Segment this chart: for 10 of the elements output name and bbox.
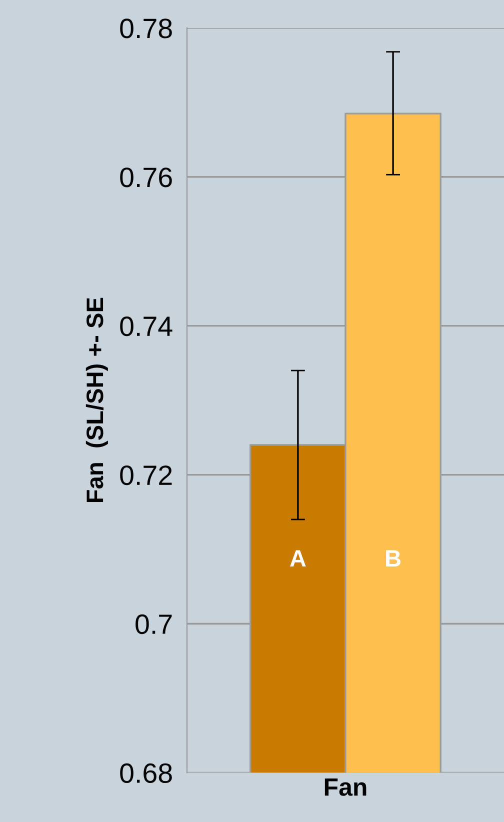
x-tick-label: Fan xyxy=(324,778,366,796)
y-tick-label: 0.72 xyxy=(120,465,172,486)
y-tick-label: 0.76 xyxy=(120,168,172,188)
y-tick-label: 0.68 xyxy=(120,763,172,784)
annotation: B xyxy=(386,550,400,567)
y-tick-label: 0.74 xyxy=(120,316,172,336)
y-axis-title: Fan (SL/SH) +- SE xyxy=(86,298,108,502)
y-tick-label: 0.7 xyxy=(136,614,172,634)
annotation: A xyxy=(290,550,306,567)
y-tick-label: 0.78 xyxy=(120,18,172,38)
